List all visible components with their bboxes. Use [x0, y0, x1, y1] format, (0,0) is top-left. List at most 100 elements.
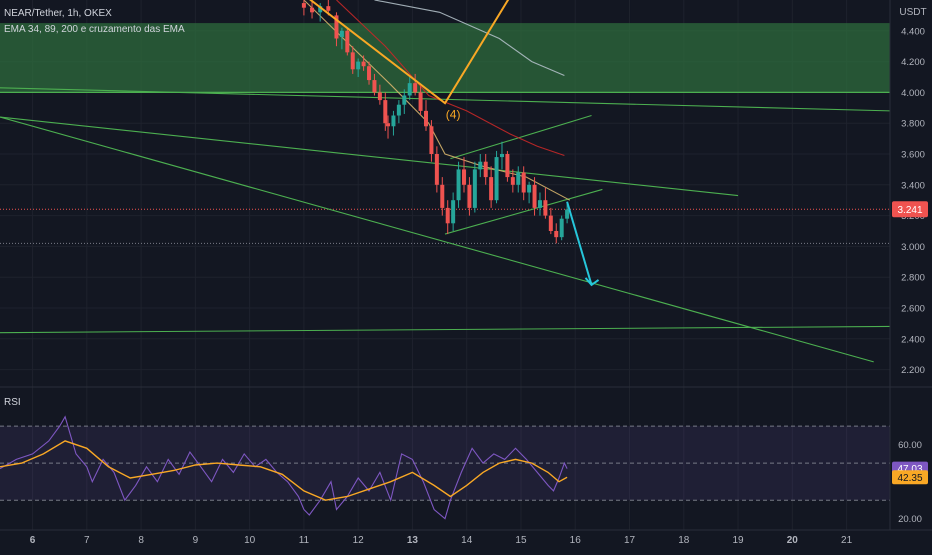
candle-body — [383, 100, 388, 124]
trendline — [0, 116, 739, 197]
candle-body — [318, 6, 323, 13]
candle-body — [554, 231, 559, 238]
candle-body — [361, 61, 366, 67]
ema-line — [374, 0, 565, 77]
candle — [456, 161, 461, 208]
rsi-value-label: 47.03 — [897, 464, 922, 475]
candle — [472, 161, 477, 213]
rsi-value-tag — [892, 470, 928, 485]
price-axis-currency: USDT — [899, 7, 926, 18]
trendline — [444, 188, 603, 235]
candle-body — [445, 207, 450, 224]
trendline — [450, 114, 592, 160]
rsi-title: RSI — [4, 397, 21, 408]
candle-body — [451, 200, 456, 224]
candle — [565, 201, 570, 224]
candle — [489, 166, 494, 208]
candle — [402, 89, 407, 114]
candle — [537, 192, 542, 216]
candle-body — [434, 154, 439, 185]
candle — [372, 73, 377, 96]
candle-body — [326, 6, 331, 11]
wave-path — [309, 0, 510, 105]
candle — [339, 27, 344, 50]
main-plot[interactable]: (4) — [0, 0, 890, 363]
candle — [451, 192, 456, 231]
y-tick-label: 3.800 — [901, 119, 925, 130]
candle — [429, 120, 434, 162]
rsi-y-tick-label: 20.00 — [898, 514, 922, 525]
candle — [505, 150, 510, 182]
rsi-plot[interactable] — [0, 415, 890, 520]
candle — [383, 92, 388, 131]
rsi-value-label: 42.35 — [897, 473, 922, 484]
x-tick-label: 21 — [841, 535, 853, 546]
candle-body — [510, 177, 515, 185]
candle — [350, 46, 355, 74]
candle — [510, 169, 515, 193]
candle — [483, 154, 488, 185]
candle — [377, 84, 382, 105]
y-tick-label: 4.000 — [901, 88, 925, 99]
candle-body — [505, 154, 510, 178]
y-tick-label: 2.800 — [901, 273, 925, 284]
candle — [418, 86, 423, 116]
candle — [334, 12, 339, 47]
x-tick-label: 14 — [461, 535, 473, 546]
y-tick-label: 2.400 — [901, 334, 925, 345]
y-tick-label: 3.600 — [901, 150, 925, 161]
x-tick-label: 12 — [353, 535, 365, 546]
candle-body — [543, 200, 548, 216]
candle — [461, 157, 466, 193]
candle-body — [372, 80, 377, 93]
candle-body — [499, 154, 504, 158]
candle — [527, 181, 532, 204]
candle — [413, 73, 418, 96]
candle — [554, 223, 559, 244]
candle — [386, 115, 391, 139]
candle — [499, 141, 504, 170]
x-tick-label: 9 — [193, 535, 199, 546]
x-tick-label: 16 — [570, 535, 582, 546]
x-tick-label: 18 — [678, 535, 690, 546]
x-tick-label: 17 — [624, 535, 636, 546]
candle — [559, 215, 564, 241]
candle — [434, 146, 439, 193]
candle-body — [548, 215, 553, 231]
current-price-tag — [892, 201, 928, 218]
candle-body — [483, 161, 488, 178]
candle — [548, 207, 553, 235]
candle-body — [565, 209, 570, 219]
candle-body — [429, 126, 434, 154]
ema-line — [303, 0, 571, 201]
candle — [361, 55, 366, 71]
candle-body — [345, 30, 350, 53]
candle-body — [334, 15, 339, 39]
candle — [478, 154, 483, 178]
candle-body — [440, 184, 445, 208]
candle-body — [396, 104, 401, 116]
candle-body — [516, 172, 521, 185]
ema-line — [336, 0, 565, 157]
candle — [301, 0, 306, 16]
x-tick-label: 11 — [299, 535, 310, 546]
candle — [467, 177, 472, 216]
candle-body — [367, 66, 372, 81]
candle — [424, 100, 429, 131]
candle — [494, 150, 499, 204]
candle — [440, 177, 445, 216]
candle — [396, 100, 401, 124]
candle-body — [418, 92, 423, 111]
trendline — [0, 87, 890, 112]
symbol-title: NEAR/Tether, 1h, OKEX — [4, 8, 112, 19]
candle-body — [424, 110, 429, 127]
candle-body — [532, 184, 537, 208]
candle-body — [559, 218, 564, 238]
trendline — [0, 325, 890, 334]
candle — [367, 61, 372, 85]
candle-body — [413, 83, 418, 93]
candle — [310, 0, 315, 19]
